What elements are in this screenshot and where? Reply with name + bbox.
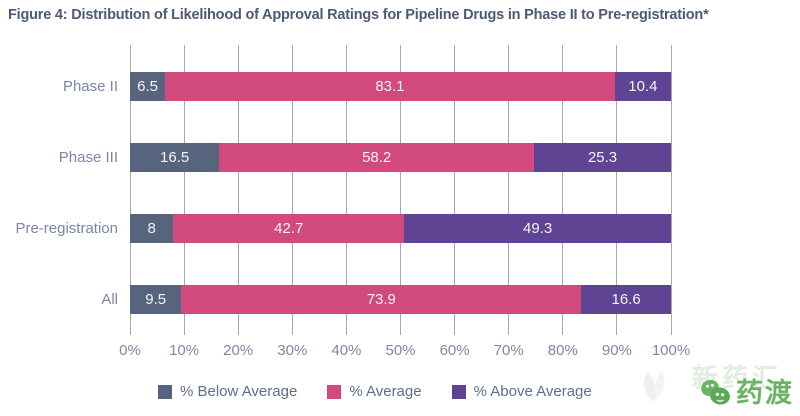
bar-value-label: 42.7 [274,220,304,237]
bar-row-pre-registration: 8 42.7 49.3 [130,214,671,243]
bar-value-label: 83.1 [375,78,405,95]
faint-petal-icon [643,371,665,402]
category-label-all: All [101,291,118,308]
legend-label: % Below Average [180,383,298,400]
x-tick-label: 90% [601,342,632,359]
legend-item: % Above Average [451,383,592,400]
gridline-60% [454,45,456,335]
bar-value-label: 16.5 [160,149,190,166]
bar-value-label: 10.4 [628,78,658,95]
x-tick-label: 60% [439,342,470,359]
yaodu-watermark: 新药汇 药渡 [643,362,796,414]
legend-swatch-icon [158,384,172,399]
bar-value-label: 9.5 [145,291,167,308]
bar-row-all: 9.5 73.9 16.6 [130,285,671,314]
bar-value-label: 58.2 [362,149,392,166]
bar-value-label: 49.3 [523,220,553,237]
gridline-50% [400,45,401,335]
x-tick-label: 0% [119,342,141,359]
gridline-40% [345,45,347,335]
legend-item: % Below Average [158,383,297,400]
yaodu-logo-text: 药渡 [736,378,794,408]
bar-segment: 83.1 [165,72,615,101]
plot-area: 6.5 83.1 10.4 16.5 58.2 25.3 8 42.7 49.3 9.5 73.9 1… [129,45,672,335]
bar-segment: 8 [130,214,174,243]
bar-segment: 25.3 [534,143,671,172]
x-tick-label: 50% [385,342,416,359]
bar-value-label: 16.6 [611,291,641,308]
category-label-phase-iii: Phase III [58,149,118,166]
gridline-80% [562,45,564,335]
bar-value-label: 6.5 [137,78,158,95]
bar-row-phase-iii: 16.5 58.2 25.3 [130,143,671,172]
gridline-70% [508,45,510,335]
x-tick-label: 80% [547,342,578,359]
bar-value-label: 8 [147,220,156,237]
x-tick-label: 10% [169,342,200,359]
x-tick-label: 40% [331,342,362,359]
bar-value-label: 73.9 [366,291,396,308]
figure-title: Figure 4: Distribution of Likelihood of … [8,7,709,23]
gridline-100% [670,45,672,335]
yaodu-logo-icon [701,379,730,405]
gridline-20% [237,45,239,335]
bar-segment: 73.9 [181,285,582,314]
bar-segment: 42.7 [173,214,405,243]
x-tick-label: 70% [493,342,524,359]
bar-row-phase-ii: 6.5 83.1 10.4 [130,72,671,101]
gridline-0% [129,45,131,335]
bar-value-label: 25.3 [587,149,618,166]
bar-segment: 16.5 [130,143,220,172]
legend-label: % Above Average [473,383,592,400]
x-tick-label: 100% [651,342,691,359]
x-tick-label: 20% [223,342,254,359]
bar-segment: 6.5 [130,72,166,101]
category-label-phase-ii: Phase II [62,78,118,95]
watermark-faint-text: 新药汇 [691,363,782,393]
bar-segment: 58.2 [219,143,535,172]
legend-swatch-icon [451,384,466,399]
bar-segment: 9.5 [130,285,182,314]
gridline-10% [183,45,185,335]
bar-segment: 16.6 [581,285,671,314]
category-label-pre-registration: Pre-registration [15,220,118,237]
bar-segment: 49.3 [404,214,671,243]
x-tick-label: 30% [277,342,308,359]
bar-segment: 10.4 [614,72,671,101]
gridline-30% [291,45,293,335]
legend-swatch-icon [327,384,342,399]
legend: % Below Average % Average % Above Average [158,383,592,400]
legend-item: % Average [327,383,422,400]
yaodu-logo: 药渡 [699,371,794,410]
gridline-90% [616,45,618,335]
legend-label: % Average [349,383,422,400]
